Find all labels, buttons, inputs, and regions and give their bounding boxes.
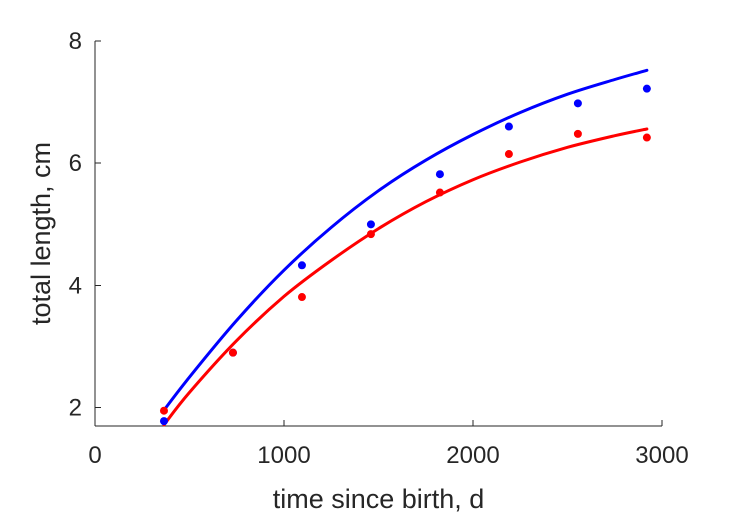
y-ticks: 2 4 6 8 <box>69 28 101 422</box>
x-tick-label: 0 <box>88 442 101 469</box>
series-2-curve <box>162 127 649 427</box>
series-2-point <box>573 129 582 138</box>
y-axis-label: total length, cm <box>26 142 56 325</box>
series-1-point <box>297 261 306 270</box>
series-1-point <box>366 220 375 229</box>
series-2-point <box>228 348 237 357</box>
data-points <box>159 84 651 426</box>
x-tick-label: 2000 <box>446 442 499 469</box>
model-curves <box>162 68 649 427</box>
y-tick-label: 4 <box>69 272 82 299</box>
series-1-point <box>504 122 513 131</box>
series-1-point <box>159 417 168 426</box>
series-1-point <box>435 170 444 179</box>
series-2-point <box>642 133 651 142</box>
series-2-point <box>159 406 168 415</box>
x-axis-label: time since birth, d <box>273 484 485 514</box>
y-tick-label: 2 <box>69 395 82 422</box>
series-1-curve <box>162 68 649 412</box>
x-ticks: 0 1000 2000 3000 <box>88 420 689 469</box>
series-2-point <box>366 230 375 239</box>
series-2-point <box>297 293 306 302</box>
y-tick-label: 6 <box>69 150 82 177</box>
series-1-point <box>642 84 651 93</box>
series-2-point <box>504 150 513 159</box>
series-1-point <box>573 99 582 108</box>
y-tick-label: 8 <box>69 28 82 55</box>
axes <box>94 41 662 427</box>
x-tick-label: 3000 <box>635 442 688 469</box>
series-2-point <box>435 188 444 197</box>
x-tick-label: 1000 <box>257 442 310 469</box>
